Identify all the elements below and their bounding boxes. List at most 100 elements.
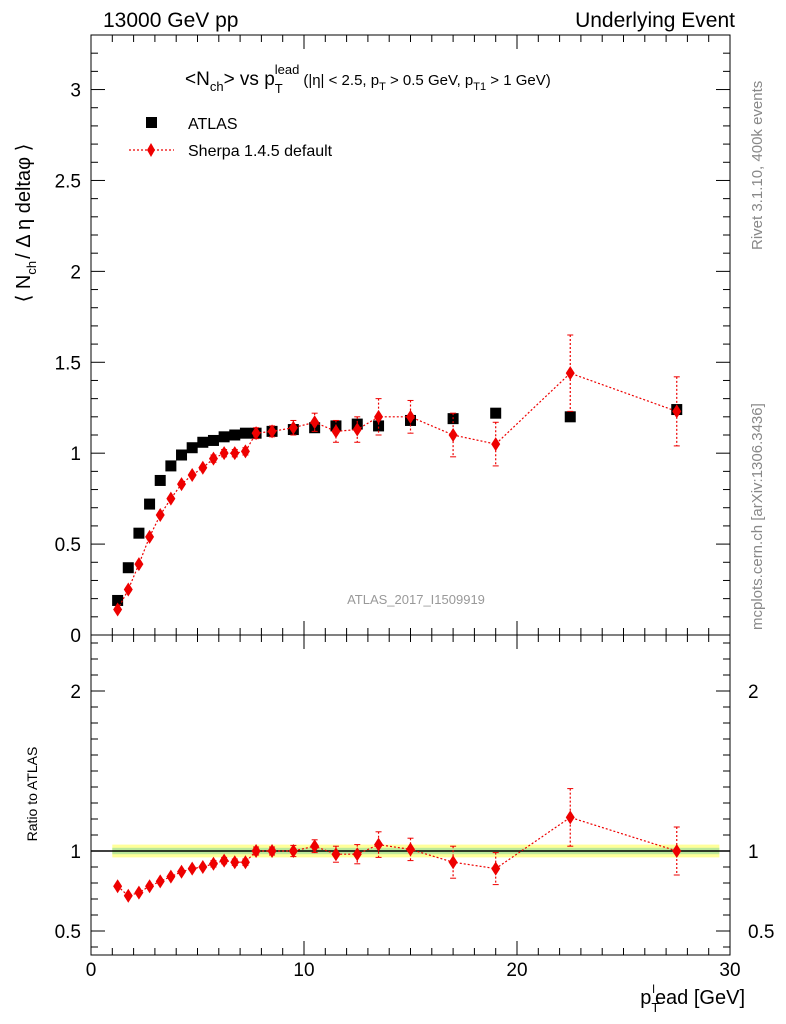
sherpa-point [187,468,197,482]
sherpa-point [374,409,384,424]
atlas-point [112,594,124,606]
mcplots-label: mcplots.cern.ch [arXiv:1306.3436] [749,403,766,630]
ratio-y-tick-label-right: 1 [748,842,759,863]
atlas-point [373,420,385,432]
sherpa-ratio-point [406,842,415,857]
sherpa-point [208,451,218,466]
sherpa-ratio-point [310,839,320,854]
main-y-axis-label: ⟨ Nch/ Δ η deltaφ ⟩ [13,144,39,303]
sherpa-ratio-point [230,855,240,870]
x-tick-label: 20 [506,960,527,981]
sherpa-point [198,460,208,475]
sherpa-ratio-point [145,879,155,894]
sherpa-point [352,422,362,437]
analysis-watermark: ATLAS_2017_I1509919 [347,592,485,607]
atlas-point [122,562,134,574]
x-tick-label: 30 [719,960,740,981]
ratio-y-tick-label-right: 2 [748,682,759,703]
atlas-point [207,434,219,446]
sherpa-point [491,437,501,452]
main-plot-frame [90,34,731,636]
legend-sherpa-label: Sherpa 1.4.5 default [188,143,333,160]
analysis-label: Underlying Event [575,9,735,32]
sherpa-ratio-point [448,855,458,870]
sherpa-point [145,529,155,544]
sherpa-ratio-point [113,879,123,894]
sherpa-point [177,477,187,492]
sherpa-ratio-point [155,874,165,889]
sherpa-point [240,444,250,459]
sherpa-point [267,424,277,439]
sherpa-ratio-point [331,847,341,862]
sherpa-point [251,426,261,441]
sherpa-point [331,424,341,439]
x-axis-label: pTlead [GeV] [640,982,745,1015]
sherpa-ratio-point [166,869,176,884]
rivet-version-label: Rivet 3.1.10, 400k events [749,81,766,250]
ratio-data-layer [113,788,682,903]
atlas-point [144,498,156,510]
main-data-layer [112,334,683,617]
atlas-point [186,442,198,454]
sherpa-ratio-point [251,844,261,858]
sherpa-point [219,446,229,461]
sherpa-ratio-point [374,837,384,852]
ratio-plot-frame [90,634,731,956]
y-tick-label: 2.5 [55,171,81,192]
legend-sherpa-marker [147,143,155,157]
ratio-y-tick-label-right: 0.5 [748,922,774,943]
y-tick-label: 2 [70,262,81,283]
legend: ATLAS Sherpa 1.4.5 default [129,116,333,160]
sherpa-point [134,557,144,572]
sherpa-point [288,420,298,435]
y-tick-label: 1 [70,444,81,465]
sherpa-ratio-point [208,856,218,871]
sherpa-ratio-point [565,810,575,825]
collision-label: 13000 GeV pp [103,9,238,32]
sherpa-point [448,428,458,442]
sherpa-ratio-point [187,861,197,876]
atlas-point [490,407,502,419]
sherpa-ratio-point [219,853,229,868]
sherpa-point [406,409,415,424]
sherpa-point [672,404,682,419]
main-axis-ticks: 0 0.5 1 1.5 2 2.5 3 [55,34,731,647]
sherpa-ratio-point [134,885,144,900]
atlas-point [564,411,576,423]
sherpa-point [155,508,165,522]
legend-atlas-marker [146,117,157,128]
sherpa-ratio-point [352,847,362,862]
sherpa-ratio-point [288,844,298,858]
atlas-point [239,427,251,439]
atlas-point [197,436,209,448]
ratio-axis-ticks: 0.5 0.51 12 20 10 20 30 [55,635,774,981]
sherpa-point [113,602,123,617]
atlas-point [218,431,230,443]
sherpa-point [166,491,176,506]
atlas-point [154,474,166,486]
atlas-point [133,527,145,539]
ratio-y-tick-label: 2 [70,682,81,703]
sherpa-ratio-point [123,888,133,903]
y-tick-label: 1.5 [55,353,81,374]
sherpa-point [123,582,133,597]
plot-title: <Nch> vs pTlead(|η| < 2.5, pT > 0.5 GeV,… [185,62,551,96]
sherpa-point [565,366,575,381]
atlas-point [165,460,177,472]
sherpa-point [310,415,320,430]
sherpa-ratio-point [198,860,208,874]
atlas-point [176,449,188,461]
sherpa-ratio-point [240,855,250,870]
atlas-point [229,429,241,441]
sherpa-ratio-point [672,844,682,858]
x-tick-label: 0 [86,960,97,981]
sherpa-ratio-point [267,844,277,858]
y-tick-label: 0.5 [55,535,81,556]
sherpa-line [117,372,677,610]
ratio-y-tick-label: 1 [70,842,81,863]
ratio-y-axis-label: Ratio to ATLAS [24,747,40,842]
y-tick-label: 0 [70,626,81,647]
ratio-y-tick-label: 0.5 [55,922,81,943]
sherpa-ratio-point [177,864,187,879]
